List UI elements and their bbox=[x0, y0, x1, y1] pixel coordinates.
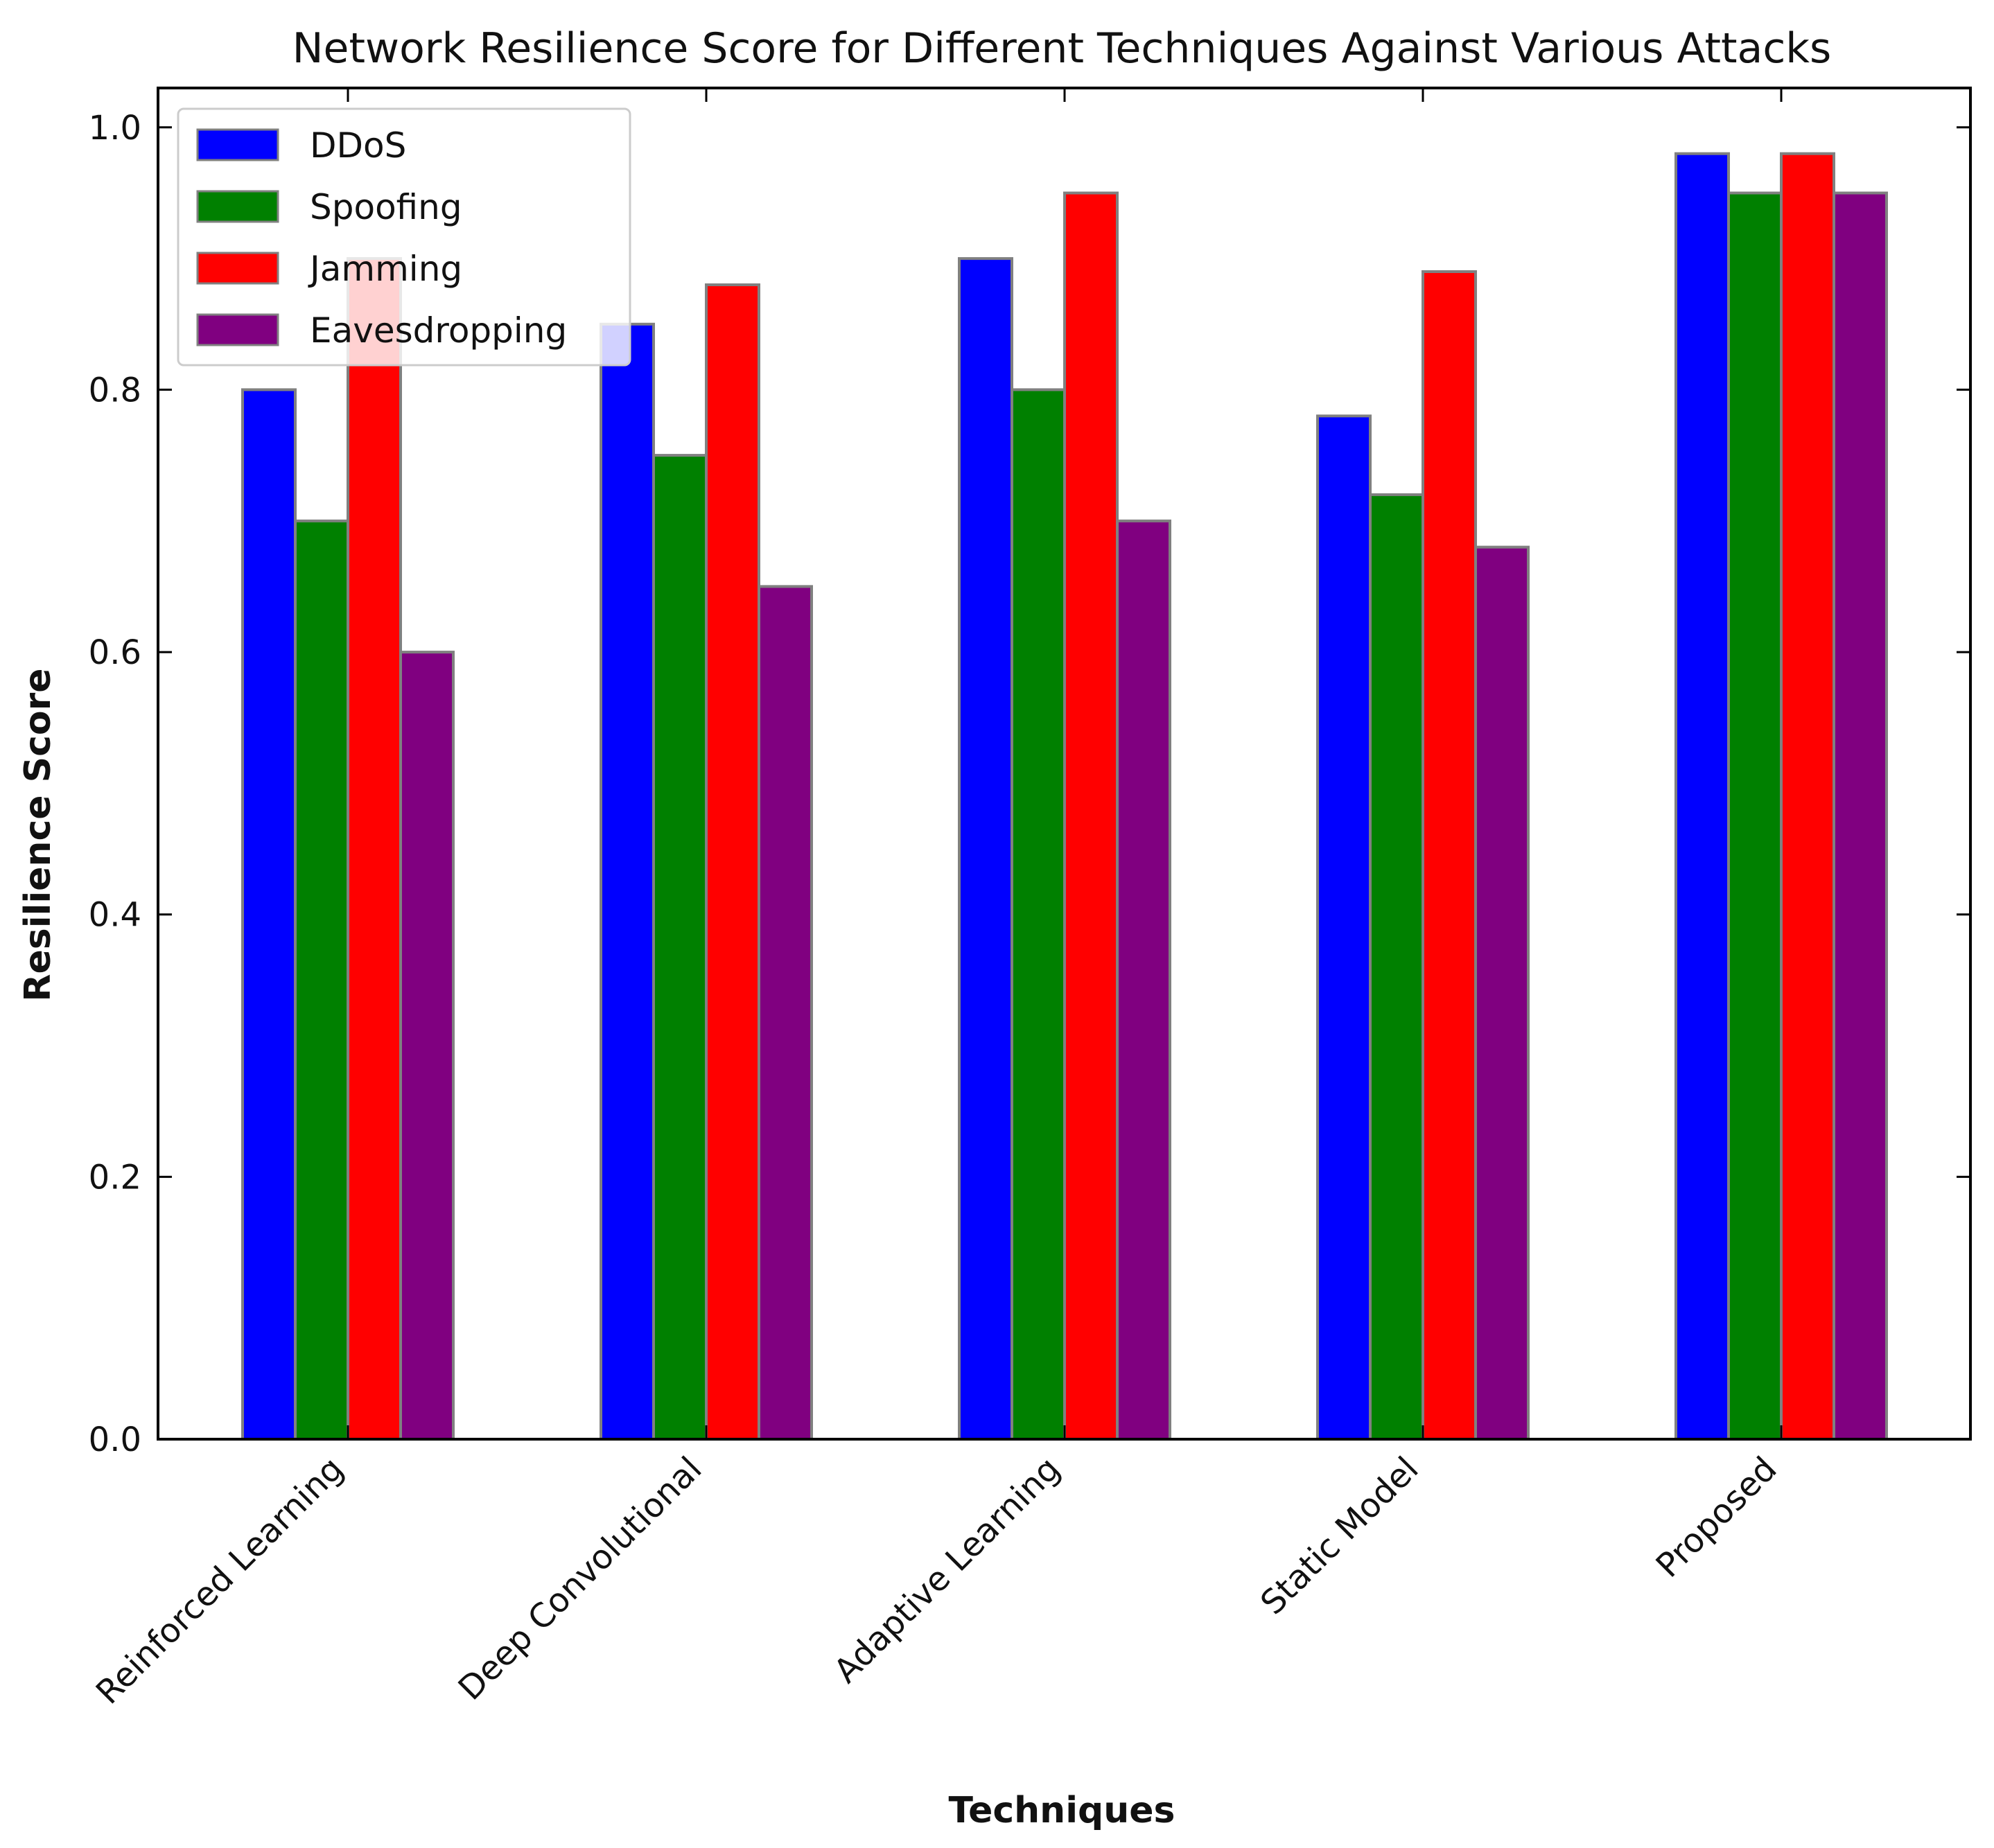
bar-spoofing-1 bbox=[294, 519, 349, 1441]
legend-label-ddos: DDoS bbox=[310, 125, 406, 166]
legend-label-eavesdropping: Eavesdropping bbox=[310, 310, 567, 351]
bar-ddos-4 bbox=[1316, 414, 1372, 1441]
y-tick-label: 1.0 bbox=[89, 109, 141, 148]
bar-spoofing-4 bbox=[1369, 493, 1424, 1441]
bar-eavesdropping-5 bbox=[1833, 191, 1888, 1441]
y-tick-label: 0.8 bbox=[89, 371, 141, 410]
bar-eavesdropping-3 bbox=[1116, 519, 1171, 1441]
legend-swatch-jamming bbox=[196, 252, 279, 285]
bar-eavesdropping-2 bbox=[758, 585, 813, 1441]
legend-box bbox=[177, 107, 631, 367]
x-axis-title: Techniques bbox=[949, 1790, 1175, 1831]
legend-label-spoofing: Spoofing bbox=[310, 187, 462, 227]
bar-ddos-2 bbox=[600, 322, 655, 1441]
legend-swatch-eavesdropping bbox=[196, 313, 279, 346]
legend-label-jamming: Jamming bbox=[308, 249, 462, 289]
bar-ddos-5 bbox=[1674, 152, 1730, 1441]
bar-jamming-5 bbox=[1780, 152, 1835, 1441]
y-tick-label: 0.4 bbox=[89, 896, 141, 935]
bar-spoofing-5 bbox=[1727, 191, 1783, 1441]
bar-ddos-1 bbox=[241, 388, 297, 1441]
bar-jamming-3 bbox=[1063, 191, 1119, 1441]
bar-jamming-1 bbox=[347, 257, 402, 1441]
y-tick-label: 0.2 bbox=[89, 1158, 141, 1197]
y-tick-label: 0.0 bbox=[89, 1420, 141, 1459]
y-tick-label: 0.6 bbox=[89, 633, 141, 672]
chart-title: Network Resilience Score for Different T… bbox=[292, 24, 1832, 73]
bar-spoofing-2 bbox=[652, 454, 708, 1441]
bars-layer bbox=[241, 152, 1888, 1441]
bar-spoofing-3 bbox=[1011, 388, 1066, 1441]
bar-jamming-2 bbox=[705, 283, 760, 1441]
bar-eavesdropping-1 bbox=[399, 651, 455, 1441]
legend-swatch-spoofing bbox=[196, 190, 279, 223]
legend-swatch-ddos bbox=[196, 128, 279, 161]
legend: DDoS Spoofing Jamming Eavesdropping bbox=[177, 107, 631, 367]
bar-jamming-4 bbox=[1422, 270, 1477, 1441]
bar-ddos-3 bbox=[958, 257, 1013, 1441]
bar-eavesdropping-4 bbox=[1474, 545, 1530, 1441]
y-axis-title: Resilience Score bbox=[17, 668, 59, 1001]
